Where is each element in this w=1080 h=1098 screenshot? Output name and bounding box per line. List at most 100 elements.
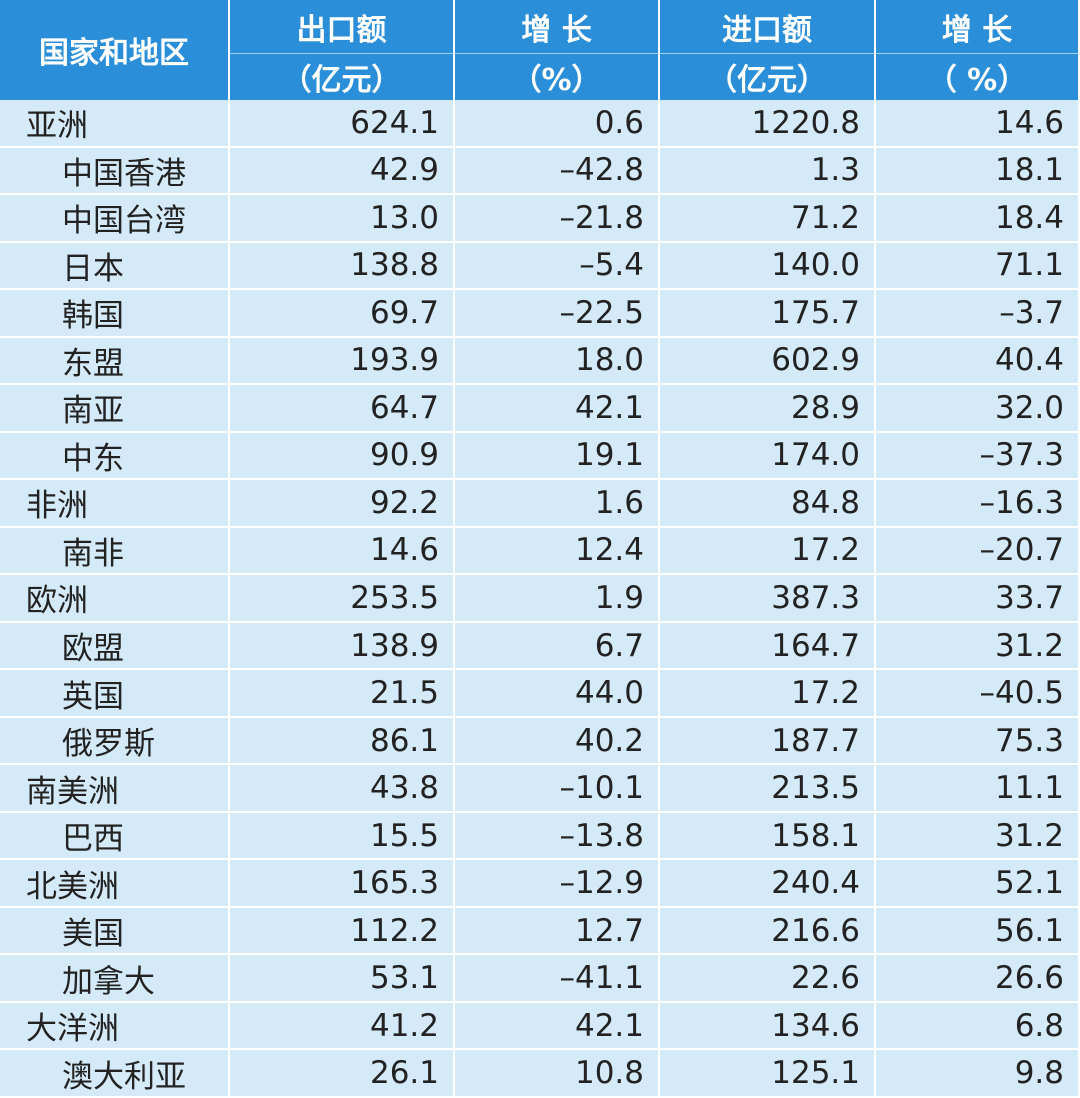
value-cell: –13.8 xyxy=(455,812,660,861)
value-cell: 138.8 xyxy=(230,242,455,291)
header-cell: 增 长 xyxy=(876,0,1080,54)
value-cell: –3.7 xyxy=(876,290,1080,338)
row-label: 大洋洲 xyxy=(0,1002,230,1051)
value-cell: 69.7 xyxy=(230,290,455,338)
value-cell: 216.6 xyxy=(660,907,876,956)
value-cell: 13.0 xyxy=(230,195,455,243)
row-label: 中东 xyxy=(0,432,230,481)
header-unit: （亿元） xyxy=(660,54,876,100)
value-cell: 26.6 xyxy=(876,955,1080,1003)
value-cell: 1220.8 xyxy=(660,100,876,148)
value-cell: 140.0 xyxy=(660,242,876,291)
value-cell: 0.6 xyxy=(455,100,660,148)
value-cell: 44.0 xyxy=(455,670,660,718)
value-cell: –42.8 xyxy=(455,147,660,196)
value-cell: 17.2 xyxy=(660,670,876,718)
row-label: 中国台湾 xyxy=(0,195,230,243)
value-cell: –21.8 xyxy=(455,195,660,243)
value-cell: 174.0 xyxy=(660,432,876,481)
value-cell: –40.5 xyxy=(876,670,1080,718)
value-cell: 90.9 xyxy=(230,432,455,481)
value-cell: 22.6 xyxy=(660,955,876,1003)
value-cell: 40.2 xyxy=(455,717,660,766)
value-cell: 18.4 xyxy=(876,195,1080,243)
value-cell: 14.6 xyxy=(876,100,1080,148)
value-cell: –10.1 xyxy=(455,765,660,813)
value-cell: 31.2 xyxy=(876,622,1080,671)
value-cell: 84.8 xyxy=(660,480,876,528)
value-cell: 33.7 xyxy=(876,575,1080,623)
value-cell: 41.2 xyxy=(230,1002,455,1051)
value-cell: 602.9 xyxy=(660,337,876,386)
row-label: 俄罗斯 xyxy=(0,717,230,766)
value-cell: 6.7 xyxy=(455,622,660,671)
value-cell: 18.0 xyxy=(455,337,660,386)
value-cell: 19.1 xyxy=(455,432,660,481)
value-cell: 71.1 xyxy=(876,242,1080,291)
value-cell: 213.5 xyxy=(660,765,876,813)
row-label: 南非 xyxy=(0,527,230,576)
header-unit: （亿元） xyxy=(230,54,455,100)
value-cell: –16.3 xyxy=(876,480,1080,528)
row-label: 巴西 xyxy=(0,812,230,861)
value-cell: 64.7 xyxy=(230,385,455,433)
value-cell: 164.7 xyxy=(660,622,876,671)
row-label: 北美洲 xyxy=(0,860,230,908)
value-cell: 1.3 xyxy=(660,147,876,196)
value-cell: –41.1 xyxy=(455,955,660,1003)
header-unit: （%） xyxy=(455,54,660,100)
row-label: 韩国 xyxy=(0,290,230,338)
value-cell: 92.2 xyxy=(230,480,455,528)
value-cell: 42.1 xyxy=(455,1002,660,1051)
value-cell: 17.2 xyxy=(660,527,876,576)
value-cell: 31.2 xyxy=(876,812,1080,861)
row-label: 亚洲 xyxy=(0,100,230,148)
value-cell: –22.5 xyxy=(455,290,660,338)
row-label: 南亚 xyxy=(0,385,230,433)
value-cell: 53.1 xyxy=(230,955,455,1003)
value-cell: 193.9 xyxy=(230,337,455,386)
value-cell: 1.6 xyxy=(455,480,660,528)
row-label: 南美洲 xyxy=(0,765,230,813)
value-cell: 52.1 xyxy=(876,860,1080,908)
row-label: 日本 xyxy=(0,242,230,291)
value-cell: 158.1 xyxy=(660,812,876,861)
value-cell: 75.3 xyxy=(876,717,1080,766)
row-label: 欧洲 xyxy=(0,575,230,623)
value-cell: 11.1 xyxy=(876,765,1080,813)
header-cell: 进口额 xyxy=(660,0,876,54)
value-cell: –5.4 xyxy=(455,242,660,291)
row-label: 欧盟 xyxy=(0,622,230,671)
value-cell: 71.2 xyxy=(660,195,876,243)
row-label: 非洲 xyxy=(0,480,230,528)
value-cell: 32.0 xyxy=(876,385,1080,433)
value-cell: 28.9 xyxy=(660,385,876,433)
value-cell: 134.6 xyxy=(660,1002,876,1051)
row-label: 澳大利亚 xyxy=(0,1050,230,1098)
header-cell: 增 长 xyxy=(455,0,660,54)
value-cell: 26.1 xyxy=(230,1050,455,1098)
value-cell: 14.6 xyxy=(230,527,455,576)
value-cell: 6.8 xyxy=(876,1002,1080,1051)
value-cell: 387.3 xyxy=(660,575,876,623)
value-cell: 138.9 xyxy=(230,622,455,671)
value-cell: 42.9 xyxy=(230,147,455,196)
value-cell: 240.4 xyxy=(660,860,876,908)
value-cell: 253.5 xyxy=(230,575,455,623)
value-cell: 1.9 xyxy=(455,575,660,623)
value-cell: 165.3 xyxy=(230,860,455,908)
header-cell: 出口额 xyxy=(230,0,455,54)
value-cell: 624.1 xyxy=(230,100,455,148)
value-cell: 187.7 xyxy=(660,717,876,766)
value-cell: 42.1 xyxy=(455,385,660,433)
value-cell: 21.5 xyxy=(230,670,455,718)
row-label: 英国 xyxy=(0,670,230,718)
value-cell: 43.8 xyxy=(230,765,455,813)
row-label: 美国 xyxy=(0,907,230,956)
value-cell: 12.7 xyxy=(455,907,660,956)
value-cell: 112.2 xyxy=(230,907,455,956)
row-label: 东盟 xyxy=(0,337,230,386)
row-label: 中国香港 xyxy=(0,147,230,196)
value-cell: 10.8 xyxy=(455,1050,660,1098)
